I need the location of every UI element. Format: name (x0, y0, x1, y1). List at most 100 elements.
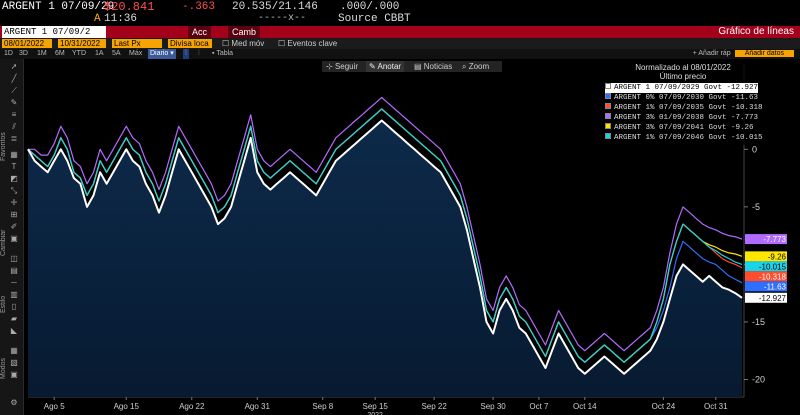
ruler-icon[interactable]: ▦ (10, 150, 18, 159)
series-line (27, 119, 743, 375)
mode-icon-3[interactable]: ▣ (10, 370, 18, 379)
period-ytd[interactable]: YTD (72, 50, 86, 57)
legend-item[interactable]: ARGENT 1 07/09/2029 Govt -12.927 (605, 83, 759, 93)
series-line (28, 96, 743, 352)
y-tick-label: 0 (752, 144, 757, 154)
field-select[interactable]: Last Px (112, 39, 162, 48)
legend-item[interactable]: ARGENT 0% 07/09/2030 Govt -11.63 (605, 93, 758, 103)
x-tick-label: Oct 14 (573, 402, 597, 411)
last-value-tag-bg (745, 271, 787, 282)
last-value-tag-bg (745, 281, 787, 292)
period-5a[interactable]: 5A (112, 50, 121, 57)
channel-icon[interactable]: ⫽ (12, 122, 16, 131)
legend-item[interactable]: ARGENT 1% 07/09/2046 Govt -10.015 (605, 133, 763, 143)
trend-line-icon[interactable]: ⟋ (11, 86, 17, 95)
legend-series-name: ARGENT 1% 07/09/2046 Govt (614, 134, 732, 142)
line-tool-icon[interactable]: ╱ (11, 74, 17, 83)
y-tick-label: -15 (752, 317, 765, 327)
currency-select[interactable]: Divisa loca (168, 39, 212, 48)
change-menu-label: Camb (232, 27, 257, 37)
style-bar-icon[interactable]: ▥ (10, 290, 18, 299)
settings-gear-icon[interactable]: ⚙ (10, 398, 18, 407)
last-value-tag-bg (745, 261, 787, 272)
follow-label: Seguir (334, 62, 359, 71)
fill-icon[interactable]: ▣ (10, 234, 18, 243)
period-6m[interactable]: 6M (55, 50, 65, 57)
news-button[interactable]: ▤ Noticias (414, 61, 452, 72)
chart-style-button-2[interactable]: ⫶ (198, 50, 200, 57)
actions-menu-label: Acc (192, 27, 208, 37)
follow-icon: ⊹ (326, 62, 335, 71)
cursor-icon[interactable]: ➚ (10, 62, 18, 71)
bid-ask-sizes: .000/.000 (340, 1, 400, 13)
quick-add-input[interactable]: Añadir datos (734, 50, 794, 57)
x-tick-label: Ago 22 (179, 402, 205, 411)
chart-style-button-1[interactable]: ⫶ (183, 49, 189, 59)
end-date-input[interactable]: 10/31/2022 (58, 39, 106, 48)
annotate-button[interactable]: ✎ Anotar (366, 61, 405, 72)
x-tick-label: Ago 5 (44, 402, 65, 411)
legend-series-value: -10.318 (731, 104, 763, 112)
pen-icon[interactable]: ✎ (10, 98, 18, 107)
last-value-tag-bg (745, 234, 787, 245)
mode-icon-1[interactable]: ▦ (10, 346, 18, 355)
x-tick-label: Sep 22 (421, 402, 447, 411)
moving-average-toggle[interactable]: ☐ Med móv (222, 39, 264, 48)
style-line-icon[interactable]: ─ (11, 278, 17, 287)
horizontal-line-icon[interactable]: ≡ (11, 110, 17, 119)
last-value-tag-text: -7.773 (763, 235, 786, 244)
eraser-icon[interactable]: ◫ (10, 254, 18, 263)
chart-type-title: Gráfico de líneas (718, 26, 794, 37)
actions-menu[interactable]: Acc (188, 26, 212, 38)
legend-swatch (605, 93, 611, 99)
security-name[interactable]: ARGENT 1 07/09/29 (2, 1, 115, 13)
legend-item[interactable]: ARGENT 3% 01/09/2038 Govt -7.773 (605, 113, 758, 123)
crosshair-icon[interactable]: ✛ (10, 198, 18, 207)
layers-icon[interactable]: ▤ (10, 266, 18, 275)
x-tick-label: Oct 31 (704, 402, 728, 411)
table-view-button[interactable]: ▪ Tabla (212, 50, 234, 57)
ticker-bar: ARGENT 1 07/09/29 $20.841 -.363 20.535/2… (0, 0, 800, 26)
period-3d[interactable]: 3D (19, 50, 28, 57)
change-menu[interactable]: Camb (228, 26, 261, 38)
frequency-select[interactable]: Diario ▾ (148, 49, 176, 59)
key-events-toggle[interactable]: ☐ Eventos clave (278, 39, 337, 48)
moving-average-label: Med móv (231, 39, 265, 48)
last-value-tag-text: -10.318 (759, 272, 787, 281)
last-time: 11:36 (104, 13, 138, 25)
zoom-button[interactable]: ⌕ Zoom (462, 61, 489, 72)
x-year-label: 2022 (367, 412, 383, 415)
period-1m[interactable]: 1M (37, 50, 47, 57)
last-value-tag: -9.26 (745, 251, 787, 262)
legend-series-name: ARGENT 0% 07/09/2030 Govt (614, 94, 732, 102)
style-candle-icon[interactable]: ▯ (11, 302, 17, 311)
last-value-tag-text: -11.63 (764, 282, 787, 291)
last-value-tag-text: -9.26 (768, 252, 787, 261)
legend-series-value: -9.26 (731, 124, 754, 132)
brush-icon[interactable]: ✐ (10, 222, 18, 231)
chart-toolbar: ⊹ Seguir ✎ Anotar ▤ Noticias ⌕ Zoom (322, 61, 502, 72)
security-input[interactable]: ARGENT 1 07/09/2 (2, 26, 106, 38)
style-area-icon[interactable]: ▰ (10, 314, 18, 323)
mode-icon-2[interactable]: ▧ (10, 358, 18, 367)
legend-item[interactable]: ARGENT 3% 07/09/2041 Govt -9.26 (605, 123, 754, 133)
measure-icon[interactable]: ⊞ (10, 210, 18, 219)
arrow-icon[interactable]: ⤡ (10, 186, 18, 195)
period-1d[interactable]: 1D (4, 50, 13, 57)
legend-item[interactable]: ARGENT 1% 07/09/2035 Govt -10.318 (605, 103, 763, 113)
fibonacci-icon[interactable]: ≣ (10, 134, 18, 143)
follow-button[interactable]: ⊹ Seguir (326, 61, 358, 72)
time-prefix: A (94, 13, 101, 25)
x-tick-label: Sep 8 (312, 402, 333, 411)
shape-icon[interactable]: ◩ (10, 174, 18, 183)
style-mountain-icon[interactable]: ◣ (10, 326, 18, 335)
last-value-tag: -7.773 (745, 234, 787, 245)
start-date-input[interactable]: 08/01/2022 (2, 39, 52, 48)
text-icon[interactable]: T (11, 162, 17, 171)
period-1a[interactable]: 1A (95, 50, 104, 57)
legend-swatch (605, 103, 611, 109)
period-max[interactable]: Máx (129, 50, 143, 57)
price-source: Source CBBT (338, 13, 411, 25)
